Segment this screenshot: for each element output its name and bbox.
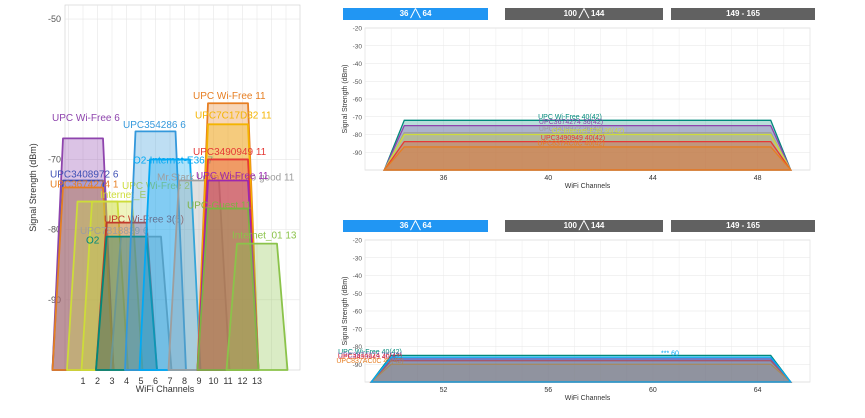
- x-tick-label: 60: [649, 387, 657, 394]
- tab-36-64[interactable]: 36 ╱╲ 64: [343, 8, 488, 20]
- tab-149-165[interactable]: 149 - 165: [671, 220, 815, 232]
- network-label: UPC3490949 11: [193, 147, 267, 158]
- x-tick-label: 2: [95, 376, 100, 386]
- x-tick-label: 4: [124, 376, 129, 386]
- network-label: O2-Internet-E36 7: [133, 156, 213, 167]
- y-tick-label: -20: [353, 26, 363, 33]
- chart-2ghz: -50 -70 -80 -90 1 2 3 4 5 6 7 8 9 10 11 12 13 WiFi Channe…: [0, 0, 312, 413]
- network-label: UPC837AC0C 40(42): [537, 140, 604, 147]
- band-tabs: 36 ╱╲ 64 100 ╱╲ 144 149 - 165: [343, 220, 815, 232]
- tab-149-165[interactable]: 149 - 165: [671, 8, 815, 20]
- signal-band: [225, 242, 289, 371]
- x-axis-title: WiFi Channels: [565, 183, 611, 190]
- chart-5ghz-mid-svg: -20 -30 -40 -50 -60 -70 -80 -90 52 56 60 64 WiFi Cha…: [336, 238, 811, 402]
- network-label: UPC Wi-Free 40(42): [538, 114, 602, 121]
- network-label: *** 60: [661, 351, 679, 358]
- network-label: O2: [86, 236, 100, 247]
- y-axis-title: Signal Strength (dBm): [28, 143, 38, 232]
- x-tick-label: 52: [440, 387, 448, 394]
- network-label: UPC Wi-Free 40(42): [338, 349, 402, 356]
- y-tick-label: -50: [353, 291, 363, 298]
- signal-band: [369, 356, 793, 383]
- x-axis-title: WiFi Channels: [136, 384, 195, 394]
- x-tick-label: 64: [754, 387, 762, 394]
- y-tick-label: -60: [353, 97, 363, 104]
- y-tick-label: -70: [353, 326, 363, 333]
- x-tick-label: 13: [252, 376, 262, 386]
- x-tick-label: 56: [544, 387, 552, 394]
- network-label: UPC3674274 36(42): [338, 352, 402, 359]
- network-label: UPC Wi-Free 11: [196, 171, 269, 182]
- x-tick-label: 9: [196, 376, 201, 386]
- x-tick-label: 11: [223, 376, 232, 386]
- y-axis-title: Signal Strength (dBm): [342, 277, 349, 346]
- network-label: Mr.Stark I don't feel so good 11: [157, 172, 295, 183]
- tab-100-144[interactable]: 100 ╱╲ 144: [505, 220, 663, 232]
- x-tick-label: 7: [167, 376, 172, 386]
- tab-36-64[interactable]: 36 ╱╲ 64: [343, 220, 488, 232]
- y-axis-title: Signal Strength (dBm): [342, 65, 349, 134]
- network-label: UPC3674274 1: [50, 180, 119, 191]
- network-label: UPC Wi-Free 6: [52, 113, 120, 124]
- network-label: UPC3408972 6: [50, 170, 119, 181]
- network-label: O2-Internet-E36 36(42): [552, 128, 624, 135]
- y-tick-label: -80: [48, 225, 61, 235]
- x-tick-label: 44: [649, 175, 657, 182]
- y-tick-label: -80: [353, 132, 363, 139]
- x-tick-label: 36: [440, 175, 448, 182]
- network-label: Internet_E: [100, 190, 146, 201]
- network-label: UPC837AC0C 40(42): [336, 358, 403, 365]
- network-label: UPC354286 6: [123, 120, 186, 131]
- network-label: UPC7818839 6: [80, 226, 149, 237]
- network-label: UPC3408972 36(42): [539, 126, 603, 133]
- network-label: UPC3674274 36(42): [539, 119, 603, 126]
- network-label: UPC-Guest 11: [187, 201, 252, 212]
- x-tick-label: 48: [754, 175, 762, 182]
- y-tick-label: -50: [353, 79, 363, 86]
- chart-5ghz-low: 36 ╱╲ 64 100 ╱╲ 144 149 - 165 -20 -30 -40-…: [335, 8, 821, 198]
- network-label: UPC3490949 40(42): [541, 135, 605, 142]
- network-label: UPC Wi-Free 3(5): [104, 215, 184, 226]
- network-label: UPC3490949 40(42): [338, 354, 402, 361]
- chart-5ghz-mid: 36 ╱╲ 64 100 ╱╲ 144 149 - 165 -20 -30 -40-…: [335, 220, 821, 410]
- x-tick-label: 1: [80, 376, 85, 386]
- network-label: UPC Wi-Free 2: [122, 181, 190, 192]
- x-tick-label: 40: [544, 175, 552, 182]
- network-label: Internet_01 13: [232, 231, 297, 242]
- y-tick-label: -90: [48, 295, 61, 305]
- y-tick-label: -60: [353, 309, 363, 316]
- x-tick-label: 8: [182, 376, 187, 386]
- network-label: UPC7C17D32 11: [195, 111, 272, 122]
- y-tick-label: -50: [48, 14, 61, 24]
- y-tick-label: -80: [353, 344, 363, 351]
- tab-100-144[interactable]: 100 ╱╲ 144: [505, 8, 663, 20]
- y-tick-label: -20: [353, 238, 363, 245]
- x-tick-label: 3: [109, 376, 114, 386]
- y-tick-label: -90: [353, 150, 363, 157]
- x-tick-label: 12: [237, 376, 247, 386]
- chart-5ghz-low-svg: -20 -30 -40 -50 -60 -70 -80 -90 36 40 44 48 WiFi Cha…: [342, 26, 811, 190]
- x-tick-label: 10: [208, 376, 218, 386]
- x-tick-label: 6: [153, 376, 158, 386]
- y-tick-label: -70: [48, 154, 61, 164]
- y-tick-label: -70: [353, 114, 363, 121]
- y-tick-label: -30: [353, 43, 363, 50]
- x-tick-label: 5: [138, 376, 143, 386]
- y-tick-label: -30: [353, 255, 363, 262]
- band-tabs: 36 ╱╲ 64 100 ╱╲ 144 149 - 165: [343, 8, 815, 20]
- y-tick-label: -40: [353, 273, 363, 280]
- x-axis-title: WiFi Channels: [565, 395, 611, 402]
- y-tick-label: -90: [353, 362, 363, 369]
- y-tick-label: -40: [353, 61, 363, 68]
- signal-band: [382, 146, 793, 171]
- network-label: UPC Wi-Free 11: [193, 91, 266, 102]
